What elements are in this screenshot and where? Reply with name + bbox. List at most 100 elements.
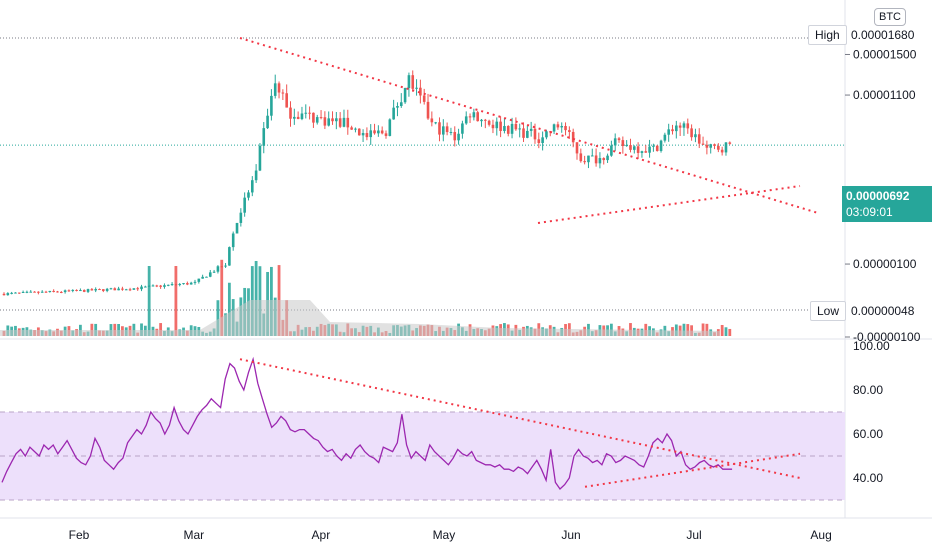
- candle-body: [514, 123, 518, 130]
- candle-body: [293, 116, 296, 119]
- candle-body: [228, 247, 231, 266]
- candle-body: [102, 289, 105, 291]
- candle-body: [671, 129, 674, 132]
- candle-body: [342, 117, 346, 127]
- candle-body: [663, 134, 667, 141]
- candle-body: [579, 153, 583, 162]
- candle-body: [388, 119, 392, 136]
- candle-body: [277, 83, 281, 93]
- candle-body: [6, 293, 10, 296]
- candle-body: [189, 282, 193, 285]
- candle-body: [60, 291, 63, 293]
- candle-body: [285, 93, 288, 108]
- volume-bar: [147, 266, 151, 336]
- candle-body: [17, 292, 21, 294]
- candle-body: [354, 128, 357, 130]
- volume-bar: [220, 259, 224, 336]
- candle-body: [338, 118, 342, 127]
- candle-body: [304, 112, 308, 114]
- candle-body: [21, 291, 25, 293]
- candle-body: [373, 130, 376, 134]
- candle-body: [640, 151, 644, 153]
- candle-body: [155, 285, 159, 287]
- candle-body: [606, 155, 609, 161]
- candle-body: [186, 283, 189, 285]
- low-value: 0.00000048: [848, 302, 918, 320]
- rsi-line: [1, 356, 733, 490]
- candle-body: [124, 289, 128, 291]
- candle-body: [33, 291, 36, 293]
- candle-body: [728, 142, 732, 144]
- volume-bar: [728, 328, 732, 336]
- candle-body: [701, 143, 705, 145]
- candle-body: [461, 123, 464, 134]
- candle-body: [690, 128, 693, 138]
- candle-body: [182, 283, 185, 285]
- candle-body: [178, 284, 182, 286]
- candle-body: [247, 192, 250, 198]
- currency-badge[interactable]: BTC: [874, 8, 906, 26]
- candle-body: [617, 138, 621, 141]
- candle-body: [273, 83, 277, 96]
- candle-body: [709, 144, 712, 148]
- candle-body: [552, 124, 556, 132]
- time-tick-label: Aug: [810, 528, 831, 542]
- candle-body: [694, 134, 697, 138]
- candle-body: [86, 289, 90, 292]
- candle-body: [655, 145, 659, 151]
- candle-body: [300, 113, 304, 120]
- candle-body: [518, 128, 521, 130]
- candle-body: [445, 126, 449, 133]
- candle-body: [361, 133, 365, 136]
- price-tick-label: 0.00000100: [853, 257, 917, 271]
- volume-bar: [682, 323, 686, 336]
- candle-body: [533, 128, 537, 140]
- candle-body: [403, 88, 407, 103]
- candle-body: [216, 266, 220, 272]
- candle-body: [510, 123, 514, 134]
- candle-body: [117, 288, 120, 291]
- candle-body: [495, 121, 499, 129]
- candle-body: [697, 134, 701, 144]
- candle-body: [369, 130, 373, 138]
- candle-body: [472, 112, 476, 118]
- candle-body: [419, 87, 422, 96]
- candle-body: [571, 131, 575, 143]
- candle-body: [48, 290, 52, 293]
- rsi-tick-label: 100.00: [853, 339, 890, 353]
- candle-body: [629, 145, 632, 150]
- candle-body: [399, 102, 403, 107]
- candle-body: [235, 222, 239, 234]
- candle-body: [270, 95, 273, 116]
- candle-body: [140, 286, 143, 290]
- volume-bar: [644, 323, 648, 336]
- volume-bar: [674, 324, 678, 336]
- rsi-support-trendline: [584, 452, 801, 488]
- candle-body: [266, 115, 269, 129]
- candle-body: [720, 149, 724, 153]
- time-tick-label: Jun: [561, 528, 580, 542]
- candle-body: [231, 233, 235, 248]
- candle-body: [205, 276, 208, 278]
- candle-body: [583, 161, 586, 163]
- candle-body: [94, 289, 97, 291]
- current-price: 0.00000692: [846, 189, 910, 203]
- candle-body: [132, 288, 136, 290]
- candle-body: [98, 289, 101, 291]
- candle-body: [29, 291, 33, 293]
- candle-body: [331, 118, 334, 122]
- candle-body: [312, 112, 315, 123]
- candle-body: [453, 131, 457, 141]
- candle-body: [613, 138, 617, 146]
- candle-body: [675, 125, 678, 132]
- candle-body: [659, 140, 663, 151]
- candle-body: [442, 126, 445, 135]
- volume-bar: [174, 266, 178, 336]
- current-price-tag: 0.00000692 03:09:01: [842, 186, 932, 222]
- volume-bar: [159, 323, 163, 336]
- candle-body: [350, 127, 353, 130]
- candle-body: [434, 122, 437, 124]
- candle-body: [411, 75, 415, 89]
- candle-body: [526, 130, 529, 138]
- candle-body: [151, 285, 155, 287]
